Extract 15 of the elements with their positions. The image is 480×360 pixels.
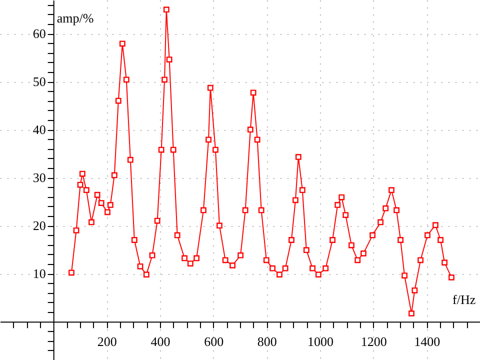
x-tick-label: 1200 bbox=[360, 334, 387, 350]
y-tick-label: 40 bbox=[32, 122, 46, 138]
y-axis-title: amp/% bbox=[56, 10, 94, 26]
x-tick-label: 600 bbox=[204, 334, 224, 350]
y-tick-label: 60 bbox=[32, 26, 46, 42]
x-axis-title: f/Hz bbox=[452, 292, 476, 308]
y-tick-label: 10 bbox=[32, 266, 46, 282]
x-tick-label: 200 bbox=[97, 334, 117, 350]
x-tick-label: 1400 bbox=[414, 334, 440, 350]
x-tick-label: 400 bbox=[150, 334, 170, 350]
y-tick-label: 30 bbox=[32, 170, 46, 186]
x-tick-label: 800 bbox=[257, 334, 277, 350]
x-tick-label: 1000 bbox=[308, 334, 334, 350]
y-tick-label: 50 bbox=[32, 74, 46, 90]
y-tick-label: 20 bbox=[32, 218, 46, 234]
